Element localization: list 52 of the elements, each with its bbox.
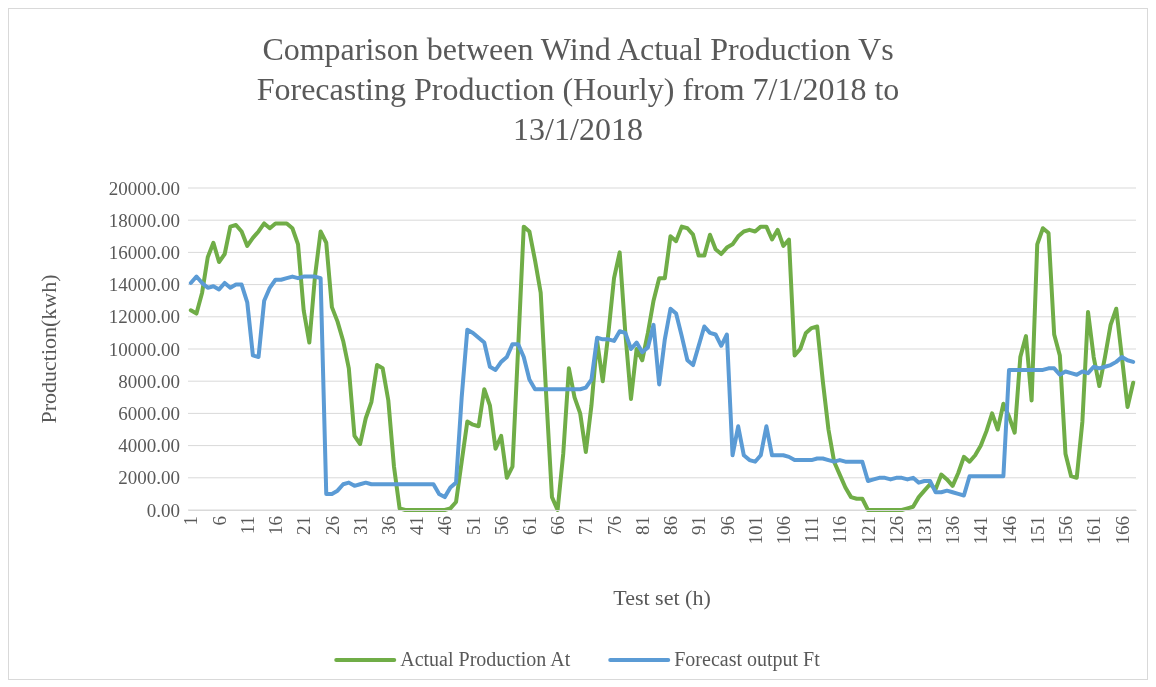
x-tick-label: 51	[462, 516, 484, 535]
line-series	[188, 221, 1136, 512]
x-tick-label: 21	[293, 516, 315, 535]
y-tick-label: 0.00	[146, 499, 180, 521]
y-tick-label: 4000.00	[118, 435, 180, 457]
x-tick-label: 1	[180, 516, 202, 526]
x-tick-label: 91	[688, 516, 710, 535]
x-tick-label: 131	[914, 516, 936, 545]
x-tick-label: 76	[603, 516, 625, 535]
x-tick-label: 41	[406, 516, 428, 535]
y-tick-label: 8000.00	[118, 370, 180, 392]
y-tick-label: 6000.00	[118, 402, 180, 424]
x-tick-label: 56	[490, 516, 512, 535]
x-tick-label: 71	[575, 516, 597, 535]
x-tick-label: 111	[801, 516, 823, 544]
x-tick-label: 106	[772, 516, 794, 545]
x-tick-label: 46	[434, 516, 456, 535]
x-tick-label: 36	[377, 516, 399, 535]
x-tick-label: 16	[265, 516, 287, 535]
y-tick-label: 18000.00	[108, 209, 180, 231]
x-tick-label: 161	[1083, 516, 1105, 545]
y-tick-label: 16000.00	[108, 241, 180, 263]
x-axis-title: Test set (h)	[613, 585, 711, 610]
x-tick-label: 101	[744, 516, 766, 545]
x-tick-label: 11	[236, 516, 258, 535]
x-tick-label: 141	[970, 516, 992, 545]
y-tick-label: 10000.00	[108, 338, 180, 360]
legend-label: Forecast output Ft	[674, 648, 821, 671]
y-tick-label: 20000.00	[108, 177, 180, 199]
y-tick-label: 14000.00	[108, 274, 180, 296]
x-tick-label: 151	[1026, 516, 1048, 545]
line-series	[188, 274, 1136, 500]
x-tick-label: 6	[208, 516, 230, 526]
y-tick-label: 2000.00	[118, 467, 180, 489]
chart-title: Comparison between Wind Actual Production Vs Forecasting Production (Hourly) from 7/1/2018 to 13/1/2018	[256, 31, 900, 147]
legend-label: Actual Production At	[400, 648, 571, 670]
x-tick-label: 26	[321, 516, 343, 535]
x-tick-label: 121	[857, 516, 879, 545]
x-tick-label: 136	[942, 516, 964, 545]
x-tick-label: 66	[547, 516, 569, 535]
x-tick-label: 146	[998, 516, 1020, 545]
x-tick-label: 81	[631, 516, 653, 535]
x-tick-label: 166	[1111, 516, 1133, 545]
x-tick-label: 156	[1055, 516, 1077, 545]
x-tick-label: 31	[349, 516, 371, 535]
x-tick-label: 126	[885, 516, 907, 545]
x-tick-label: 96	[716, 516, 738, 535]
x-tick-label: 116	[829, 516, 851, 544]
y-axis-title: Production(kwh)	[36, 274, 61, 424]
x-tick-label: 86	[660, 516, 682, 535]
y-tick-label: 12000.00	[108, 306, 180, 328]
x-tick-label: 61	[519, 516, 541, 535]
